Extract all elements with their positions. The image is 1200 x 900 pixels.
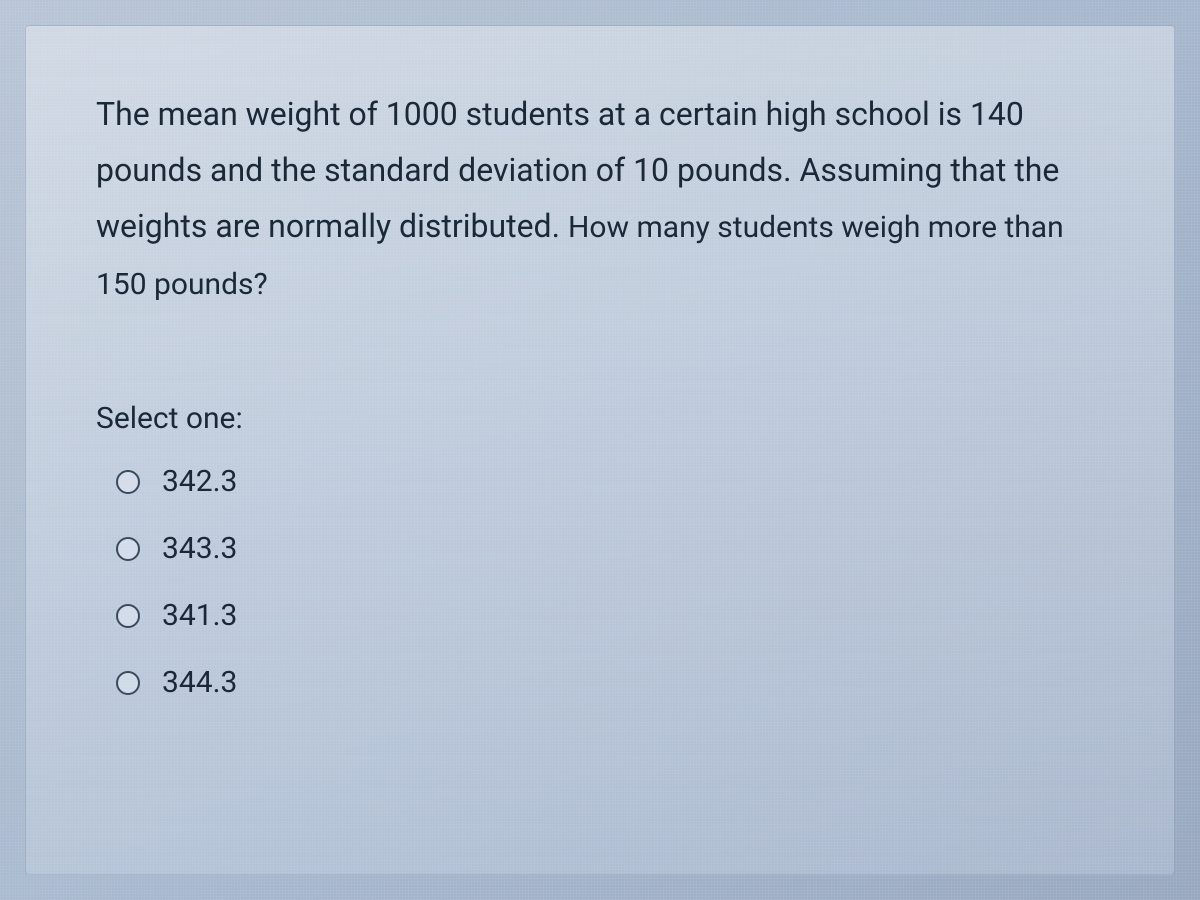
option-d-label: 344.3 — [162, 665, 237, 700]
option-a-label: 342.3 — [162, 464, 237, 499]
radio-icon[interactable] — [116, 537, 140, 561]
question-text: The mean weight of 1000 students at a ce… — [96, 86, 1104, 311]
radio-icon[interactable] — [116, 604, 140, 628]
option-d[interactable]: 344.3 — [116, 665, 1104, 700]
option-c[interactable]: 341.3 — [116, 598, 1104, 633]
option-c-label: 341.3 — [162, 598, 237, 633]
radio-icon[interactable] — [116, 671, 140, 695]
option-b[interactable]: 343.3 — [116, 531, 1104, 566]
option-a[interactable]: 342.3 — [116, 464, 1104, 499]
select-one-label: Select one: — [96, 401, 1104, 436]
option-b-label: 343.3 — [162, 531, 237, 566]
question-container: The mean weight of 1000 students at a ce… — [25, 25, 1175, 875]
radio-icon[interactable] — [116, 470, 140, 494]
options-group: 342.3 343.3 341.3 344.3 — [96, 464, 1104, 700]
